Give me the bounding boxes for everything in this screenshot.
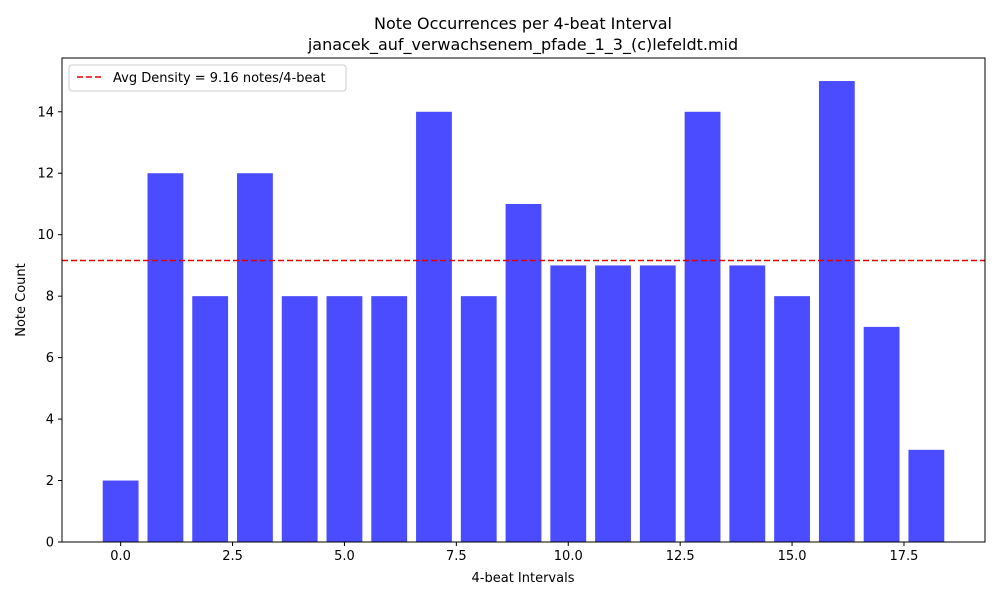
legend: Avg Density = 9.16 notes/4-beat [68, 64, 347, 92]
x-tick-label: 5.0 [334, 549, 355, 564]
legend-label: Avg Density = 9.16 notes/4-beat [113, 71, 326, 86]
y-tick-label: 6 [46, 351, 54, 366]
bar-14 [729, 265, 766, 542]
bar-5 [326, 296, 363, 542]
y-axis-label: Note Count [14, 263, 29, 337]
bar-13 [684, 111, 721, 543]
bar-3 [237, 173, 273, 542]
x-tick-label: 2.5 [222, 549, 243, 564]
bar-2 [192, 296, 229, 542]
x-tick-label: 7.5 [446, 549, 467, 564]
plot-frame [61, 57, 986, 543]
bar-7 [416, 111, 452, 543]
x-tick-label: 15.0 [778, 549, 807, 564]
bar-18 [908, 449, 945, 542]
y-tick-label: 12 [37, 167, 54, 182]
y-tick-label: 8 [46, 290, 54, 305]
y-tick-label: 10 [37, 228, 54, 243]
x-axis-label: 4-beat Intervals [472, 571, 575, 586]
bar-8 [460, 296, 497, 542]
bar-10 [550, 265, 587, 542]
bars-group [102, 81, 945, 543]
bar-12 [639, 265, 676, 542]
bar-1 [147, 173, 184, 542]
legend-box [68, 64, 347, 92]
chart-title: Note Occurrences per 4-beat Interval [374, 14, 672, 33]
bar-0 [102, 480, 139, 542]
bar-9 [505, 203, 542, 542]
y-axis-ticks: 0 2 4 6 8 10 12 14 [37, 105, 62, 551]
x-tick-label: 0.0 [110, 549, 131, 564]
x-axis-ticks: 0.0 2.5 5.0 7.5 10.0 12.5 15.0 17.5 [110, 542, 918, 564]
y-tick-label: 0 [46, 536, 54, 551]
bar-16 [818, 81, 855, 543]
x-tick-label: 12.5 [666, 549, 695, 564]
x-tick-label: 17.5 [890, 549, 919, 564]
y-tick-label: 2 [46, 474, 54, 489]
bar-17 [863, 326, 900, 542]
chart-subtitle: janacek_auf_verwachsenem_pfade_1_3_(c)le… [307, 35, 738, 55]
x-tick-label: 10.0 [554, 549, 583, 564]
bar-6 [371, 296, 408, 542]
bar-15 [774, 296, 810, 542]
y-tick-label: 14 [37, 105, 54, 120]
bar-11 [595, 265, 631, 542]
bar-4 [281, 296, 318, 542]
y-tick-label: 4 [46, 413, 54, 428]
